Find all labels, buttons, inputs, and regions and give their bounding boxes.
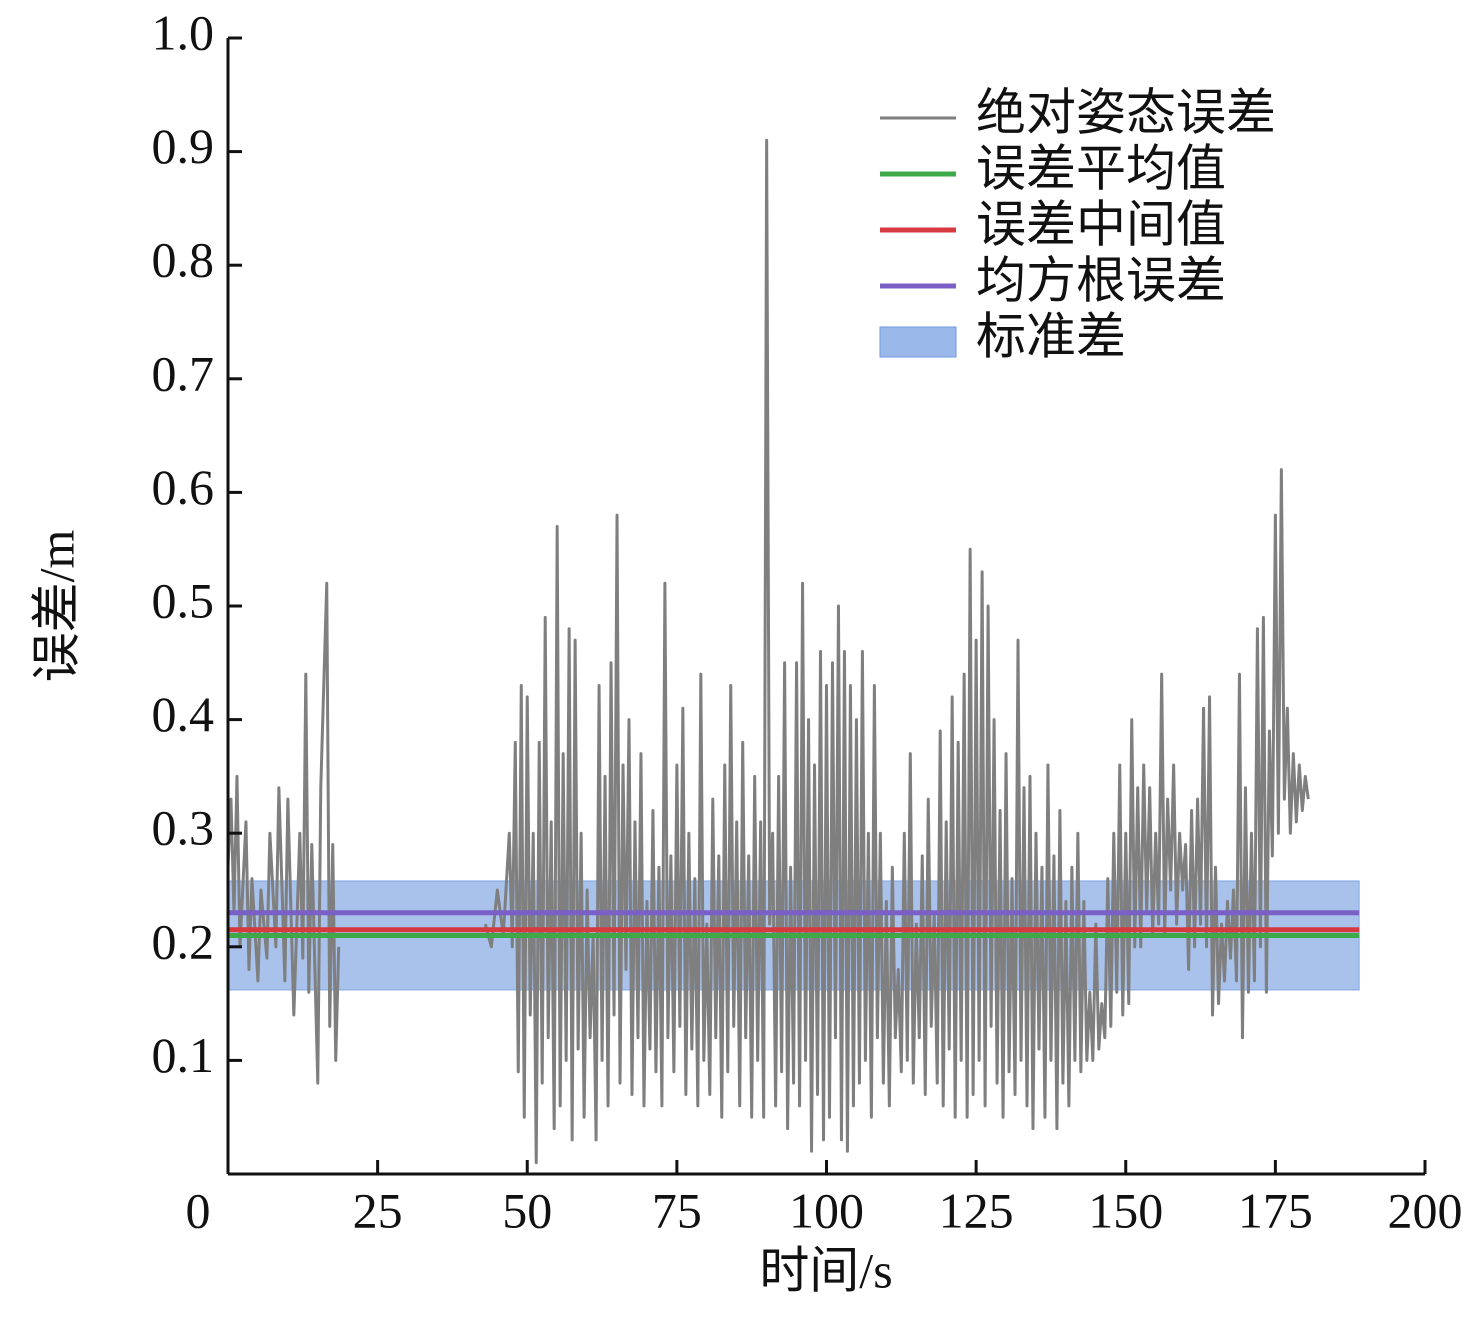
legend-label: 标准差 bbox=[976, 308, 1126, 364]
x-tick-label: 25 bbox=[353, 1182, 403, 1238]
y-axis-title: 误差/m bbox=[28, 530, 84, 683]
y-tick-label: 0.1 bbox=[152, 1027, 215, 1083]
series-line bbox=[226, 138, 1310, 1165]
x-tick-label: 150 bbox=[1088, 1182, 1163, 1238]
x-tick-label: 175 bbox=[1238, 1182, 1313, 1238]
x-tick-label: 200 bbox=[1388, 1182, 1463, 1238]
y-tick-label: 0.3 bbox=[152, 800, 215, 856]
x-tick-label: 0 bbox=[186, 1182, 211, 1238]
legend-label: 误差平均值 bbox=[976, 140, 1226, 196]
x-tick-label: 50 bbox=[502, 1182, 552, 1238]
legend-label: 均方根误差 bbox=[976, 252, 1226, 308]
x-tick-label: 100 bbox=[789, 1182, 864, 1238]
y-tick-label: 0.2 bbox=[152, 913, 215, 969]
y-tick-label: 0.6 bbox=[152, 459, 215, 515]
x-tick-label: 125 bbox=[939, 1182, 1014, 1238]
y-tick-label: 0.7 bbox=[152, 345, 215, 401]
y-tick-label: 0.9 bbox=[152, 118, 215, 174]
y-tick-label: 0.4 bbox=[152, 686, 215, 742]
y-tick-label: 1.0 bbox=[152, 4, 215, 60]
legend-label: 误差中间值 bbox=[976, 196, 1226, 252]
x-tick-label: 75 bbox=[652, 1182, 702, 1238]
legend-swatch bbox=[879, 326, 957, 358]
y-tick-label: 0.8 bbox=[152, 232, 215, 288]
y-tick-label: 0.5 bbox=[152, 572, 215, 628]
legend-label: 绝对姿态误差 bbox=[976, 84, 1276, 140]
x-axis-title: 时间/s bbox=[759, 1242, 892, 1298]
